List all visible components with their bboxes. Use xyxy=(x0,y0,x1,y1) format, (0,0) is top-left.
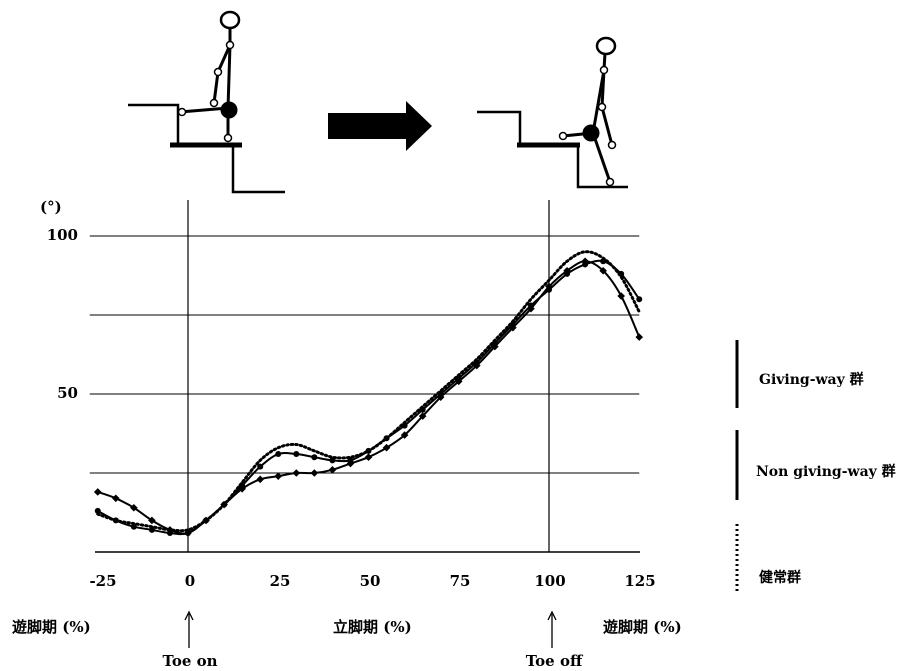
swing-phase-label-left: 遊脚期 (%) xyxy=(12,618,91,636)
x-tick-label: 75 xyxy=(450,572,471,590)
legend-label: Giving-way 群 xyxy=(759,371,864,388)
data-point xyxy=(256,475,264,484)
data-point xyxy=(130,523,137,530)
y-tick-label: 50 xyxy=(57,384,78,402)
data-point xyxy=(257,463,264,470)
toe-on-marker: Toe on xyxy=(162,610,218,670)
data-point xyxy=(130,503,138,512)
legend-item-non-giving-way: Non giving-way 群 xyxy=(735,430,896,500)
data-point xyxy=(527,302,534,309)
legend-label: 健常群 xyxy=(759,569,801,586)
pose-after-illustration xyxy=(477,36,628,189)
swing-phase-label-right: 遊脚期 (%) xyxy=(603,618,682,636)
data-point xyxy=(400,431,409,439)
data-point xyxy=(436,393,445,401)
gridlines xyxy=(89,235,640,474)
y-tick-label: 100 xyxy=(47,226,78,244)
x-tick-label: 125 xyxy=(624,572,655,590)
data-point xyxy=(636,296,643,303)
data-point xyxy=(94,507,101,514)
series-3 xyxy=(96,250,641,533)
data-point xyxy=(274,472,283,480)
data-point xyxy=(582,261,589,268)
data-point xyxy=(491,342,499,351)
data-point xyxy=(617,292,625,300)
transition-arrow-icon xyxy=(328,101,432,151)
data-point xyxy=(599,266,607,275)
x-tick-label: 25 xyxy=(270,572,291,590)
x-tick-label: -25 xyxy=(89,572,116,590)
data-point xyxy=(293,451,300,458)
legend-item-healthy: 健常群 xyxy=(735,524,801,592)
series-layer xyxy=(93,250,644,537)
x-tick-label: 100 xyxy=(534,572,565,590)
stance-phase-label: 立脚期 (%) xyxy=(333,618,412,636)
data-point xyxy=(564,270,571,277)
plot-frame xyxy=(95,200,640,553)
data-point xyxy=(382,443,391,452)
data-point xyxy=(418,412,427,420)
data-point xyxy=(635,333,644,341)
legend-item-giving-way: Giving-way 群 xyxy=(735,340,864,408)
legend: Giving-way 群 Non giving-way 群 健常群 xyxy=(735,340,896,592)
data-point xyxy=(148,526,155,533)
data-point xyxy=(310,469,319,477)
legend-label: Non giving-way 群 xyxy=(756,463,896,480)
series-2 xyxy=(94,258,643,537)
y-axis-unit-label: (°) xyxy=(40,198,62,216)
x-tick-label: 50 xyxy=(360,572,381,590)
data-point xyxy=(112,494,120,503)
series-1 xyxy=(93,257,644,537)
data-point xyxy=(545,282,553,291)
series-line xyxy=(96,250,641,533)
toe-off-marker: Toe off xyxy=(526,610,584,670)
data-point xyxy=(546,286,552,293)
data-point xyxy=(93,488,102,496)
data-point xyxy=(311,454,318,461)
data-point xyxy=(292,469,301,477)
x-tick-label: 0 xyxy=(185,572,195,590)
pose-before-illustration xyxy=(128,10,285,194)
toe-on-label: Toe on xyxy=(162,652,217,670)
series-line xyxy=(97,260,641,535)
series-line xyxy=(97,259,641,536)
data-point xyxy=(328,466,337,474)
data-point xyxy=(364,453,373,461)
toe-off-label: Toe off xyxy=(526,652,584,670)
data-point xyxy=(166,530,173,537)
data-point xyxy=(148,516,156,525)
data-point xyxy=(275,451,282,458)
